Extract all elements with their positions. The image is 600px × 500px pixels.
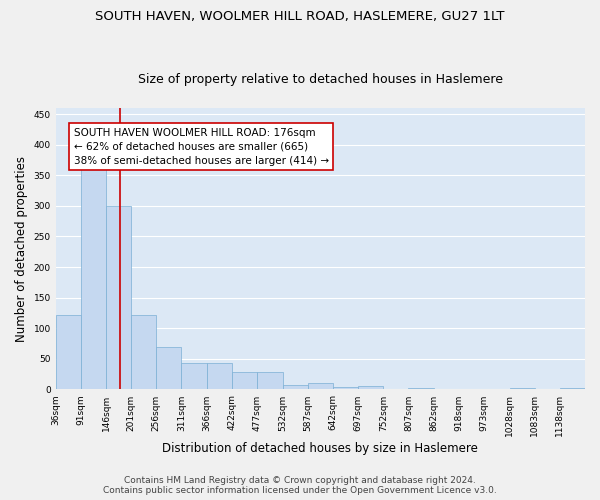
Bar — [409, 388, 434, 390]
Bar — [206, 363, 232, 390]
Text: SOUTH HAVEN WOOLMER HILL ROAD: 176sqm
← 62% of detached houses are smaller (665): SOUTH HAVEN WOOLMER HILL ROAD: 176sqm ← … — [74, 128, 329, 166]
Bar — [283, 384, 308, 390]
Bar — [181, 363, 206, 390]
Bar — [308, 384, 333, 390]
Bar — [358, 386, 383, 390]
Bar — [509, 388, 535, 390]
Bar — [232, 372, 257, 390]
Title: Size of property relative to detached houses in Haslemere: Size of property relative to detached ho… — [138, 73, 503, 86]
Bar — [257, 372, 283, 390]
Bar — [157, 346, 181, 390]
Text: Contains HM Land Registry data © Crown copyright and database right 2024.
Contai: Contains HM Land Registry data © Crown c… — [103, 476, 497, 495]
Bar — [459, 389, 484, 390]
Y-axis label: Number of detached properties: Number of detached properties — [15, 156, 28, 342]
Bar — [81, 160, 106, 390]
Bar — [560, 388, 585, 390]
Text: SOUTH HAVEN, WOOLMER HILL ROAD, HASLEMERE, GU27 1LT: SOUTH HAVEN, WOOLMER HILL ROAD, HASLEMER… — [95, 10, 505, 23]
X-axis label: Distribution of detached houses by size in Haslemere: Distribution of detached houses by size … — [163, 442, 478, 455]
Bar — [333, 387, 358, 390]
Bar — [56, 315, 81, 390]
Bar — [106, 206, 131, 390]
Bar — [131, 315, 157, 390]
